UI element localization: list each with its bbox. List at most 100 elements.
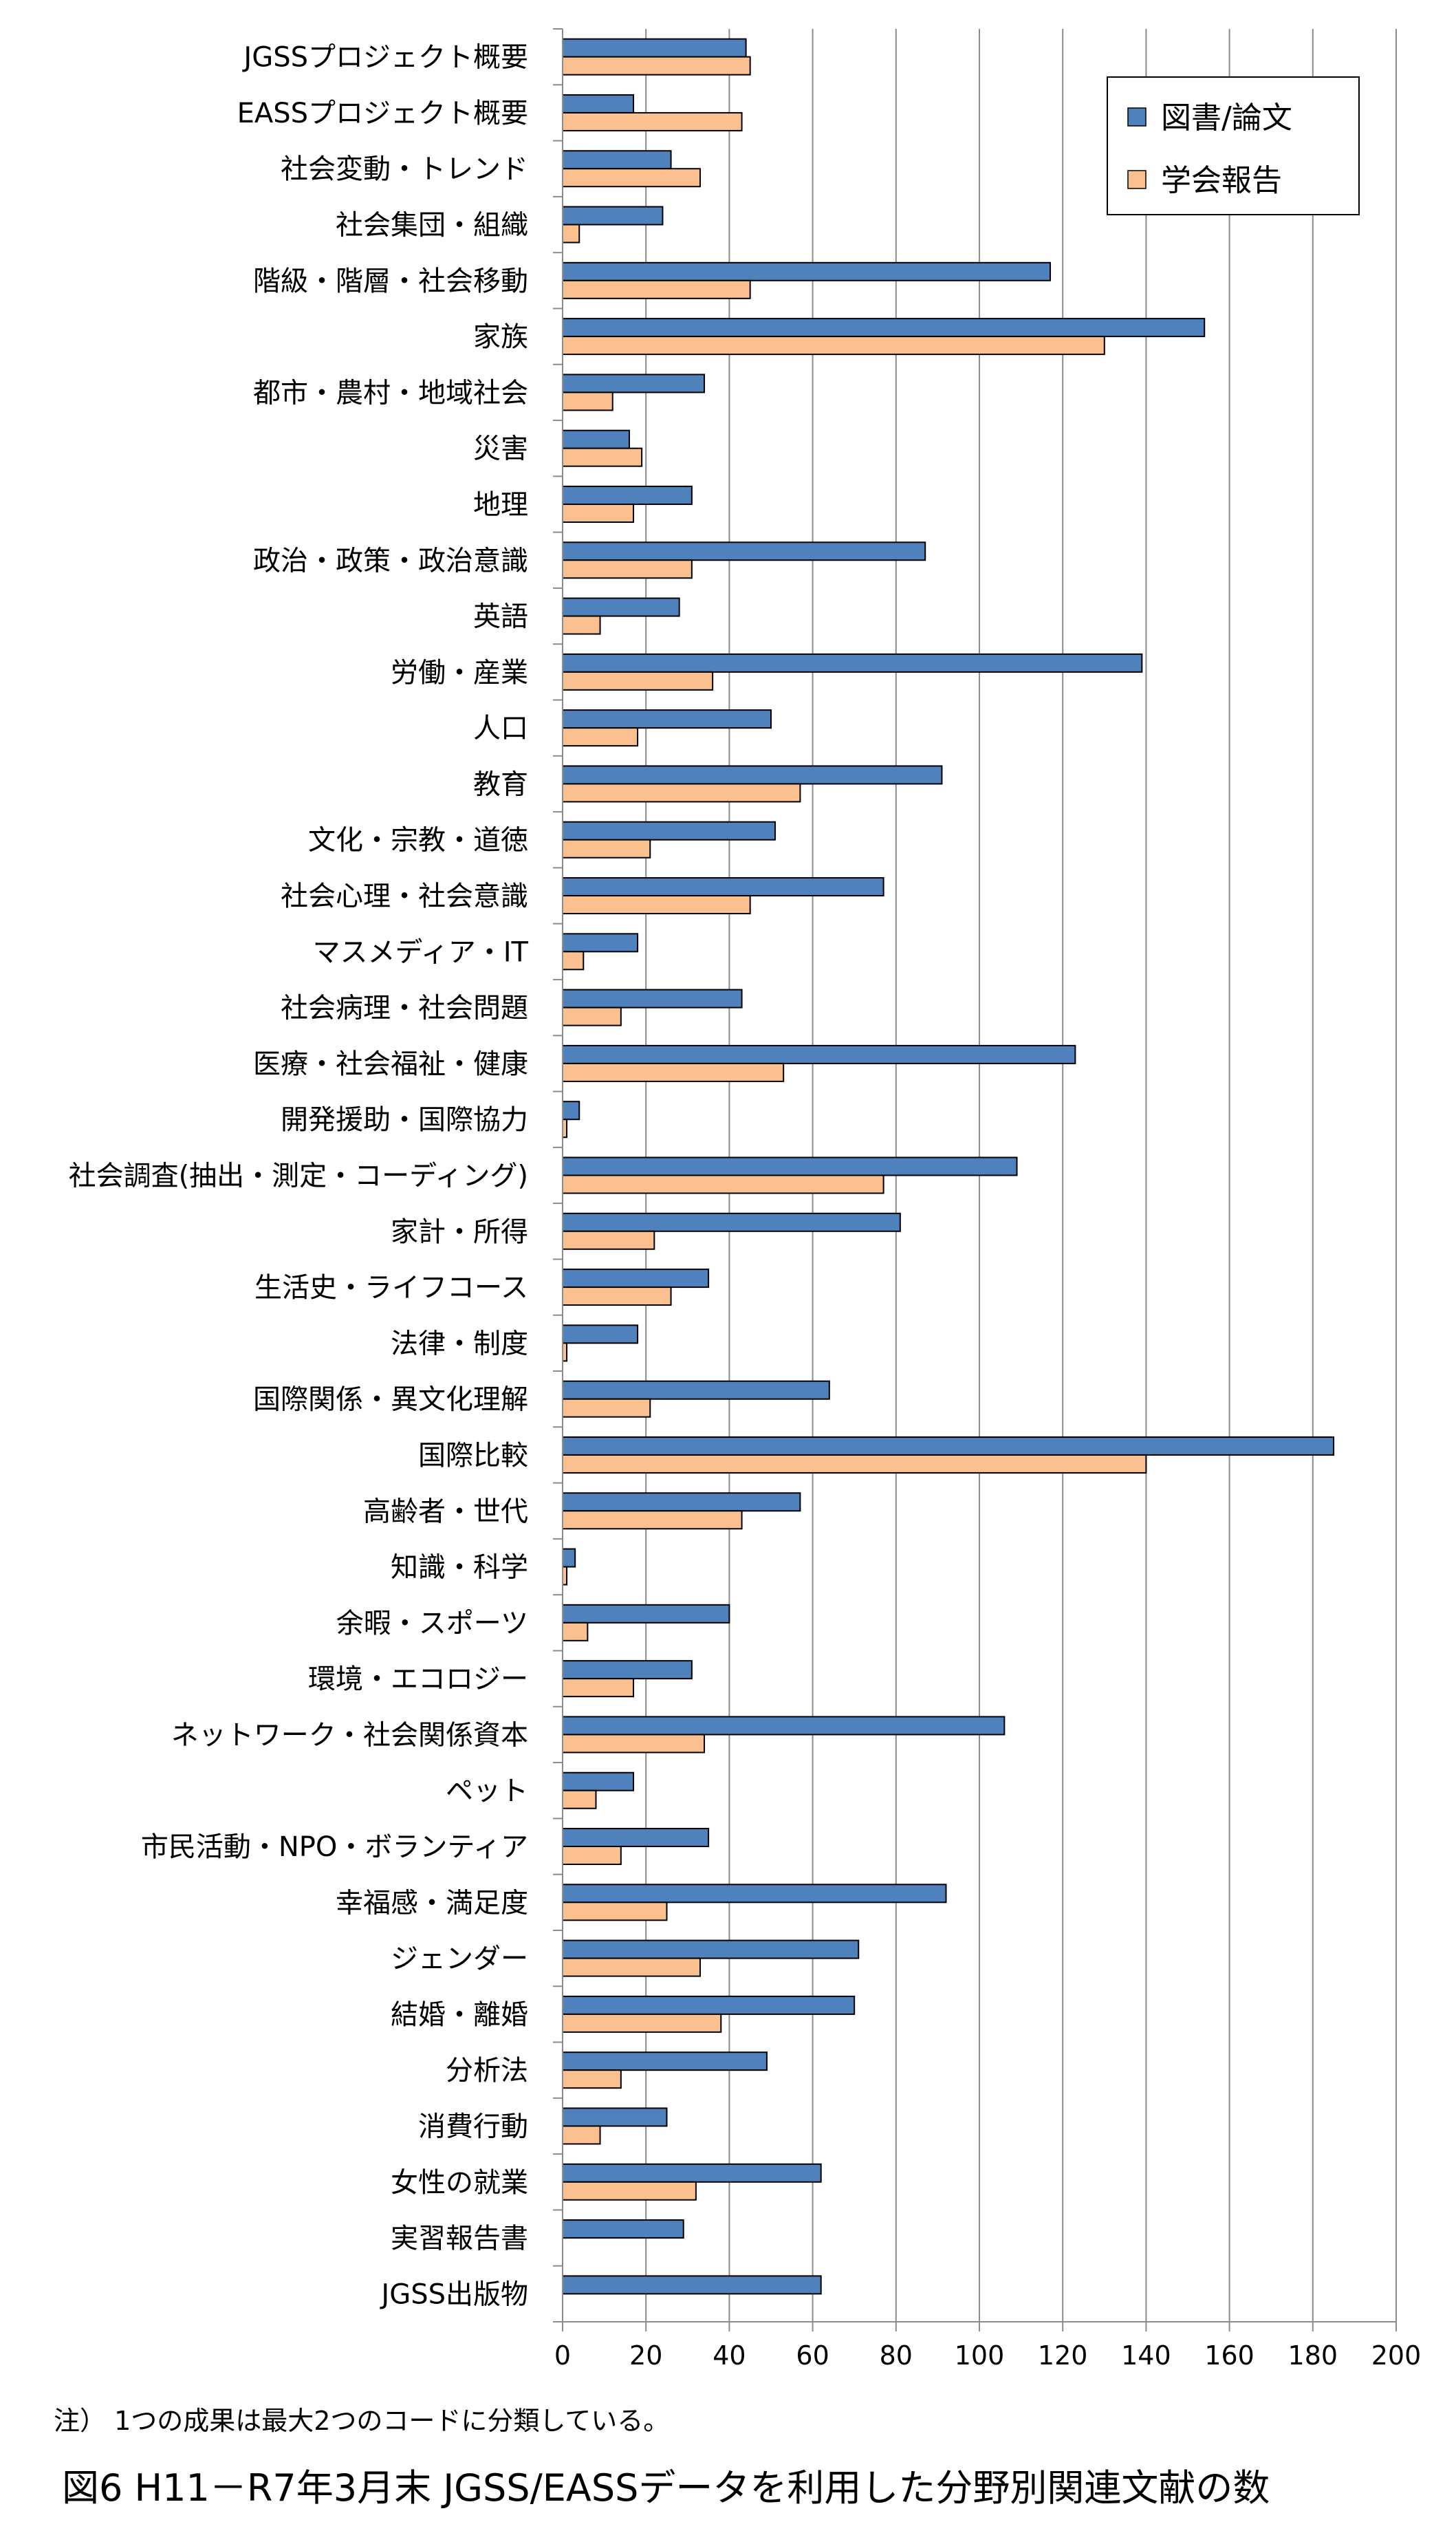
legend-box [1107,76,1360,215]
bar-books-papers [562,989,743,1009]
bar-conference-reports [562,2181,697,2201]
bar-books-papers [562,1884,947,1904]
bar-books-papers [562,206,664,226]
bar-books-papers [562,150,672,170]
category-label: ジェンダー [391,1943,528,1975]
bar-books-papers [562,429,630,449]
category-label: 国際比較 [418,1440,528,1472]
bar-conference-reports [562,1006,622,1026]
bar-conference-reports [562,951,585,971]
bar-conference-reports [562,279,751,299]
bar-conference-reports [562,1846,622,1866]
bar-books-papers [562,933,639,953]
bar-books-papers [562,541,926,561]
bar-books-papers [562,1995,856,2015]
bar-books-papers [562,1101,580,1121]
category-label: 社会変動・トレンド [281,153,528,185]
legend-swatch-conference [1127,170,1147,189]
category-label: 英語 [473,601,528,633]
bar-books-papers [562,1939,860,1959]
bar-books-papers [562,1212,901,1232]
category-label: マスメディア・IT [313,936,529,968]
bar-books-papers [562,1660,693,1680]
bar-conference-reports [562,615,601,635]
bar-conference-reports [562,391,613,411]
bar-conference-reports [562,503,635,523]
bar-books-papers [562,597,680,617]
x-tick-label: 120 [1038,2340,1088,2371]
category-label: 都市・農村・地域社会 [253,377,528,409]
category-label: 高齢者・世代 [363,1496,528,1527]
bar-books-papers [562,2107,668,2127]
category-label: 階級・階層・社会移動 [253,266,528,297]
bar-books-papers [562,1716,1006,1736]
x-tick-labels: 0 20 40 60 80 100 120 140 160 180 200 [554,2340,1421,2371]
bar-books-papers [562,877,884,897]
bar-books-papers [562,1380,830,1400]
bar-conference-reports [562,895,751,915]
category-label: 社会集団・組織 [336,210,528,241]
bar-books-papers [562,765,943,785]
category-label: 家族 [473,321,528,353]
bar-conference-reports [562,783,801,803]
category-label: JGSSプロジェクト概要 [241,42,528,74]
bar-conference-reports [562,727,639,747]
bar-books-papers [562,709,772,729]
bar-conference-reports [562,447,643,467]
bar-books-papers [562,2163,822,2183]
bar-conference-reports [562,2069,622,2089]
bars [562,38,1335,2295]
bar-conference-reports [562,2013,722,2033]
category-label: 社会病理・社会問題 [281,993,528,1024]
bar-books-papers [562,1604,730,1624]
category-label: 地理 [473,489,528,521]
category-label: 法律・制度 [391,1328,528,1359]
legend-label-books: 図書/論文 [1161,100,1292,136]
x-tick-label: 80 [880,2340,913,2371]
x-tick-label: 140 [1121,2340,1171,2371]
bar-conference-reports [562,1230,655,1250]
bar-books-papers [562,1492,801,1512]
bar-conference-reports [562,1062,785,1082]
bar-books-papers [562,94,635,114]
bar-conference-reports [562,1174,884,1194]
bar-conference-reports [562,1621,589,1641]
bar-books-papers [562,1771,635,1791]
bar-books-papers [562,261,1052,281]
bar-conference-reports [562,671,714,691]
bar-books-papers [562,1156,1018,1176]
category-label: 消費行動 [418,2111,528,2142]
category-label: 余暇・スポーツ [336,1608,528,1639]
x-tick-label: 100 [955,2340,1005,2371]
bar-conference-reports [562,1734,706,1754]
bar-books-papers [562,2051,768,2071]
legend: 図書/論文 学会報告 [1107,76,1360,215]
category-label: 実習報告書 [391,2223,528,2254]
bar-conference-reports [562,1901,668,1921]
category-label: JGSS出版物 [379,2278,528,2310]
category-label: 知識・科学 [391,1552,528,1584]
x-tick-label: 40 [713,2340,746,2371]
bar-conference-reports [562,111,743,131]
category-label: 市民活動・NPO・ボランティア [141,1831,528,1863]
category-label: ペット [446,1776,528,1807]
bar-books-papers [562,1436,1335,1456]
category-label: EASSプロジェクト概要 [237,98,528,129]
category-label: 文化・宗教・道徳 [308,825,528,856]
category-label: ネットワーク・社会関係資本 [171,1719,528,1751]
bar-conference-reports [562,56,751,76]
category-label: 教育 [473,768,528,800]
bar-conference-reports [562,168,701,188]
category-label: 結婚・離婚 [391,1999,528,2031]
category-labels: JGSSプロジェクト概要 EASSプロジェクト概要社会変動・トレンド社会集団・組織… [69,42,529,2311]
chart-note: 注） 1つの成果は最大2つのコードに分類している。 [54,2406,670,2436]
x-tick-label: 160 [1204,2340,1254,2371]
category-label: 災害 [473,433,528,465]
bar-books-papers [562,1269,710,1289]
bar-conference-reports [562,1510,743,1530]
bar-books-papers [562,2275,822,2295]
x-tick-label: 60 [796,2340,829,2371]
bar-books-papers [562,1324,639,1344]
category-label: 国際関係・異文化理解 [253,1384,528,1416]
legend-swatch-books [1127,107,1147,127]
